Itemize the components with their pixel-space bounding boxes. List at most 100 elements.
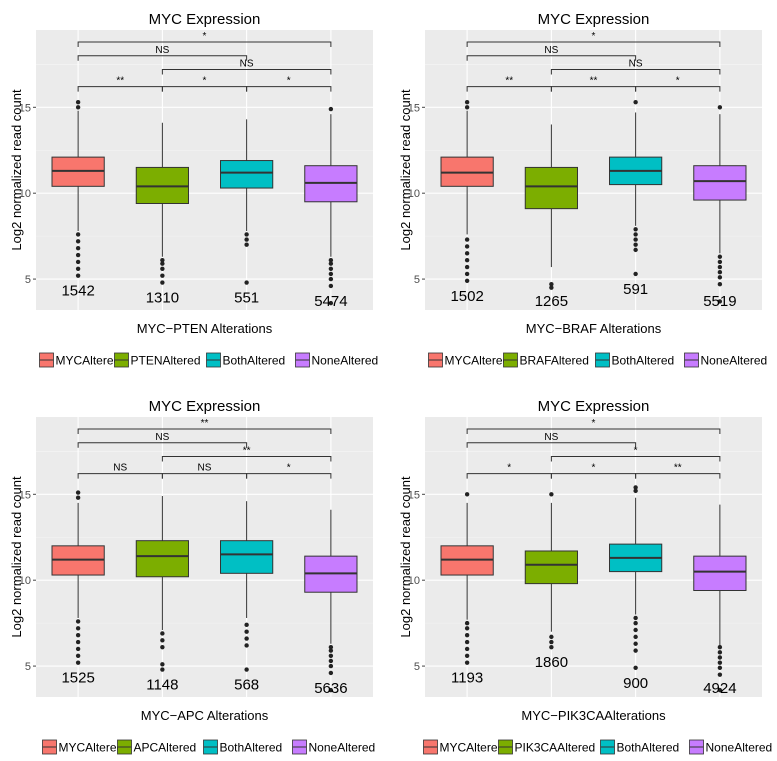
chart-title: MYC Expression: [538, 398, 650, 415]
outlier-point: [717, 672, 723, 677]
sample-count-label: 1148: [146, 677, 178, 694]
outlier-point: [75, 232, 81, 237]
outlier-point: [328, 261, 334, 266]
sample-count-label: 1310: [146, 290, 179, 307]
sample-count-label: 551: [234, 290, 259, 307]
outlier-point: [244, 636, 249, 641]
y-tick-label: 10: [408, 188, 420, 200]
significance-label: *: [203, 76, 207, 87]
outlier-point: [328, 687, 334, 693]
significance-label: *: [287, 463, 291, 474]
outlier-point: [633, 271, 638, 277]
legend-label: MYCAltered: [59, 741, 124, 755]
box-BothAltered: [220, 160, 274, 189]
significance-label: **: [201, 418, 209, 429]
significance-bracket: [550, 69, 721, 75]
outlier-point: [464, 271, 470, 277]
outlier-point: [160, 644, 165, 650]
outlier-point: [549, 634, 554, 640]
outlier-point: [633, 665, 638, 670]
legend-item-BothAltered: BothAltered: [206, 352, 285, 368]
outlier-point: [328, 271, 334, 277]
significance-bracket: [550, 456, 721, 462]
outlier-point: [244, 622, 249, 628]
outlier-point: [75, 239, 81, 244]
significance-bracket: [161, 69, 332, 75]
outlier-point: [717, 264, 723, 270]
outlier-point: [717, 660, 723, 665]
outlier-point: [717, 655, 723, 660]
y-tick-label: 15: [408, 102, 420, 114]
outlier-point: [464, 620, 470, 626]
chart-title: MYC Expression: [149, 11, 261, 28]
y-tick-label: 10: [408, 575, 420, 587]
outlier-point: [464, 660, 470, 665]
legend-item-BothAltered: BothAltered: [203, 739, 282, 755]
legend-item-BRAFAltered: BRAFAltered: [503, 352, 589, 368]
y-tick-label: 10: [19, 188, 31, 200]
outlier-point: [464, 264, 470, 270]
y-tick-label: 5: [25, 274, 31, 286]
outlier-point: [328, 276, 334, 282]
outlier-point: [633, 620, 638, 626]
y-axis-label: Log2 normalized read count: [398, 476, 413, 638]
outlier-point: [633, 634, 638, 640]
y-axis-label: Log2 normalized read count: [9, 476, 24, 638]
outlier-point: [75, 639, 81, 645]
significance-label: NS: [544, 45, 558, 56]
sample-count-label: 4924: [703, 680, 736, 697]
outlier-point: [328, 653, 334, 658]
y-axis-label: Log2 normalized read count: [9, 89, 24, 251]
outlier-point: [464, 632, 470, 638]
legend-item-NoneAltered: NoneAltered: [684, 352, 767, 368]
outlier-point: [75, 646, 81, 652]
outlier-point: [75, 105, 81, 110]
outlier-point: [244, 242, 249, 247]
outlier-point: [633, 627, 638, 633]
legend-label: NoneAltered: [312, 354, 379, 368]
outlier-point: [328, 106, 334, 112]
legend-label: NoneAltered: [706, 741, 773, 755]
sample-count-label: 1860: [535, 654, 568, 671]
sample-count-label: 1193: [451, 670, 483, 687]
outlier-point: [633, 648, 638, 653]
legend-item-BothAltered: BothAltered: [595, 352, 674, 368]
outlier-point: [464, 646, 470, 652]
legend-label: MYCAltered: [56, 354, 121, 368]
significance-bracket: [77, 442, 248, 448]
outlier-point: [464, 653, 470, 658]
outlier-point: [328, 257, 334, 263]
legend-item-NoneAltered: NoneAltered: [292, 739, 375, 755]
outlier-point: [464, 278, 470, 283]
outlier-point: [633, 485, 638, 490]
significance-label: *: [287, 76, 291, 87]
y-tick-label: 15: [408, 489, 420, 501]
sample-count-label: 5474: [314, 293, 347, 310]
outlier-point: [328, 266, 334, 271]
outlier-point: [160, 273, 165, 278]
outlier-point: [75, 490, 81, 495]
outlier-point: [328, 663, 334, 669]
outlier-point: [75, 99, 81, 105]
outlier-point: [549, 644, 554, 650]
outlier-point: [717, 105, 723, 110]
outlier-point: [717, 687, 723, 693]
y-tick-label: 5: [414, 274, 420, 286]
outlier-point: [160, 638, 165, 643]
y-axis-label: Log2 normalized read count: [398, 89, 413, 251]
outlier-point: [244, 280, 249, 285]
significance-label: NS: [240, 59, 254, 70]
outlier-point: [633, 247, 638, 253]
x-axis-label: MYC−BRAF Alterations: [526, 321, 662, 336]
outlier-point: [717, 254, 723, 259]
sample-count-label: 5636: [314, 680, 347, 697]
outlier-point: [75, 245, 81, 251]
outlier-point: [464, 626, 470, 631]
outlier-point: [717, 270, 723, 275]
outlier-point: [244, 643, 249, 648]
outlier-point: [244, 232, 249, 237]
outlier-point: [633, 99, 638, 105]
